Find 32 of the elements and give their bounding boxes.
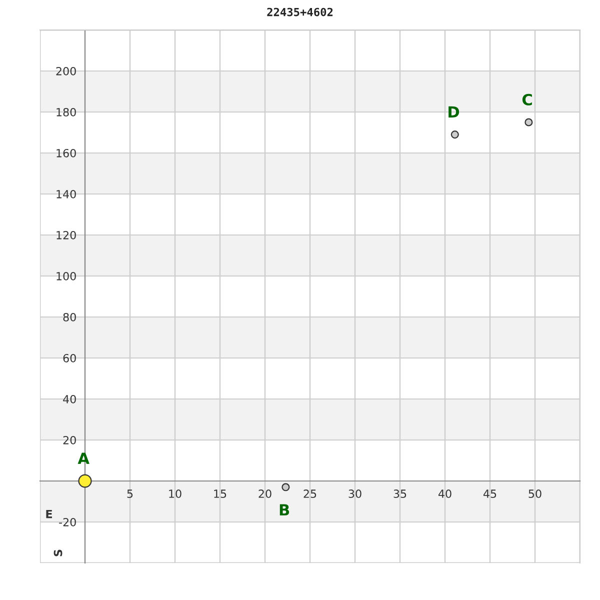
y-tick-label: 160 — [56, 148, 76, 158]
y-tick-label: 100 — [56, 272, 76, 280]
annotation: A — [78, 452, 90, 464]
x-tick-label: 15 — [214, 490, 226, 498]
annotation: B — [280, 504, 290, 516]
point — [282, 483, 290, 492]
x-tick-label: 30 — [348, 490, 362, 498]
x-tick-label: 25 — [304, 490, 316, 498]
x-tick-label: 50 — [528, 490, 542, 498]
y-tick-label: 120 — [56, 230, 76, 240]
point — [78, 474, 92, 488]
x-tick-label: 20 — [258, 490, 272, 498]
x-tick-label: 35 — [394, 490, 406, 498]
y-tick-label: 40 — [63, 394, 76, 404]
y-tick-label: 140 — [56, 190, 76, 198]
y-tick-label: 180 — [56, 108, 76, 116]
y-tick-label: 60 — [63, 354, 76, 362]
y-axis-title: S — [54, 550, 62, 556]
y-tick-label: 80 — [63, 312, 76, 322]
x-tick-label: 5 — [127, 490, 133, 498]
x-tick-label: 10 — [169, 490, 182, 498]
x-axis-title: E — [46, 510, 52, 518]
point — [450, 130, 459, 139]
y-tick-label: -20 — [59, 518, 76, 526]
annotation: C — [522, 94, 532, 106]
annotation: D — [448, 106, 460, 118]
x-tick-label: 40 — [438, 490, 452, 498]
point — [524, 118, 533, 126]
y-tick-label: 200 — [56, 66, 76, 76]
y-tick-label: 20 — [63, 436, 76, 444]
x-tick-label: 45 — [483, 490, 496, 498]
chart-title: 22435+4602 — [267, 8, 333, 16]
